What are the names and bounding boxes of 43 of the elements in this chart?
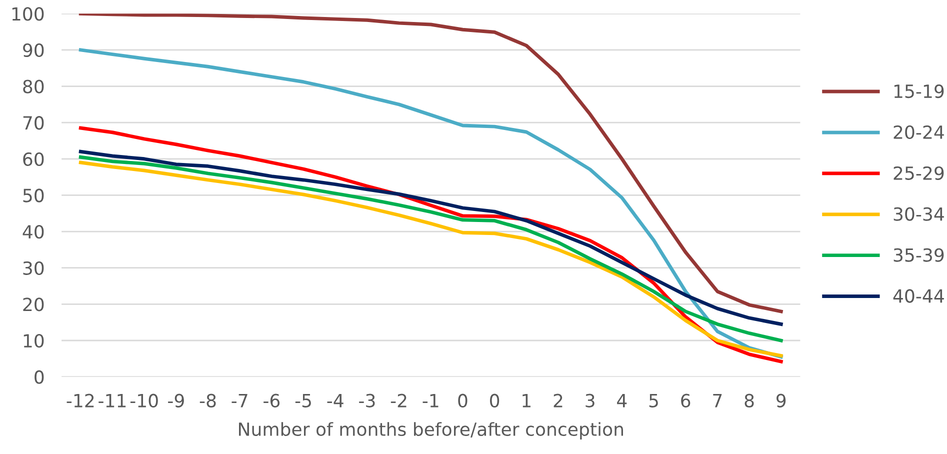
x-tick-label: 0	[490, 394, 500, 408]
y-tick-label: 50	[23, 188, 44, 202]
x-tick-label: -7	[232, 394, 248, 408]
x-tick-label: -4	[327, 394, 344, 408]
x-tick-label: -5	[295, 394, 311, 408]
legend-label: 30-34	[894, 207, 944, 221]
y-tick-label: 60	[23, 152, 44, 166]
y-tick-label: 10	[24, 334, 44, 348]
x-tick-label: 4	[617, 394, 627, 408]
x-tick-label: 0	[458, 394, 468, 408]
x-tick-label: 5	[649, 394, 658, 408]
y-tick-label: 0	[34, 370, 44, 384]
x-tick-label: 7	[713, 394, 722, 408]
x-tick-label: 3	[586, 394, 594, 408]
x-tick-label: 6	[681, 394, 690, 408]
line-series	[78, 14, 783, 314]
x-tick-label: -9	[168, 394, 184, 408]
x-tick-label: 2	[554, 394, 562, 408]
x-tick-label: -6	[264, 394, 280, 408]
legend-label: 35-39	[894, 248, 944, 262]
y-tick-label: 20	[23, 298, 44, 312]
y-tick-label: 90	[23, 43, 44, 58]
x-tick-label: 1	[522, 394, 530, 408]
y-tick-label: 80	[23, 80, 44, 94]
x-tick-label: -12	[66, 394, 94, 408]
legend-label: 25-29	[894, 166, 944, 180]
legend-label: 20-24	[894, 125, 944, 140]
y-tick-label: 70	[23, 116, 44, 130]
legend-label: 40-44	[893, 289, 944, 303]
legend-label: 15-19	[894, 84, 944, 98]
x-tick-label: 8	[744, 394, 754, 408]
x-tick-label: 9	[776, 394, 786, 408]
x-tick-label: -10	[130, 394, 158, 408]
y-tick-label: 30	[23, 261, 44, 275]
x-tick-label: -1	[422, 394, 438, 408]
x-tick-label: -2	[390, 394, 406, 408]
x-tick-label: -8	[200, 394, 216, 408]
y-tick-label: 40	[22, 225, 44, 239]
x-axis-title: Number of months before/after conception	[239, 422, 623, 440]
line-series	[78, 48, 783, 359]
x-tick-label: -3	[359, 394, 375, 408]
y-tick-label: 100	[12, 7, 44, 21]
x-tick-label: -11	[98, 394, 126, 408]
